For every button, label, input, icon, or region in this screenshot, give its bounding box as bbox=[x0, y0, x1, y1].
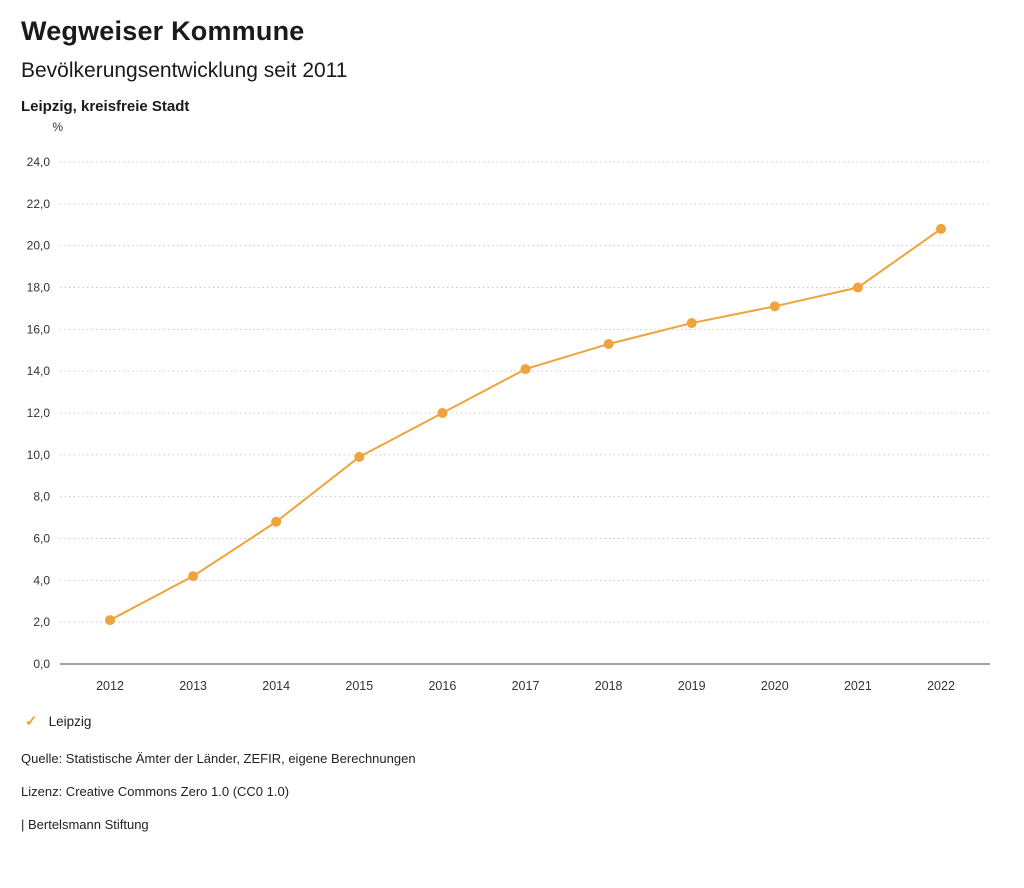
chart-title: Bevölkerungsentwicklung seit 2011 bbox=[21, 59, 348, 82]
y-axis-unit-label: % bbox=[52, 120, 63, 134]
y-axis-tick-labels: 0,0 2,0 4,0 6,0 8,0 10,0 12,0 14,0 16,0 18,0 20,0 2… bbox=[27, 155, 51, 671]
data-point-marker[interactable] bbox=[354, 451, 365, 462]
y-tick-label: 12,0 bbox=[27, 406, 51, 420]
x-tick-label: 2013 bbox=[179, 679, 207, 693]
data-point-marker[interactable] bbox=[188, 571, 199, 582]
x-tick-label: 2022 bbox=[927, 679, 955, 693]
x-tick-label: 2012 bbox=[96, 679, 124, 693]
y-tick-label: 6,0 bbox=[33, 532, 50, 546]
y-tick-label: 14,0 bbox=[27, 364, 51, 378]
data-point-marker[interactable] bbox=[437, 408, 448, 418]
data-point-marker[interactable] bbox=[686, 318, 697, 329]
data-point-marker[interactable] bbox=[520, 364, 531, 375]
y-tick-label: 0,0 bbox=[33, 657, 50, 671]
data-point-marker[interactable] bbox=[271, 516, 282, 527]
y-tick-label: 10,0 bbox=[27, 448, 51, 462]
line-chart: % 0,0 2,0 4,0 6,0 8,0 10,0 12,0 14,0 16,0 18,0 20,0… bbox=[0, 117, 1024, 702]
y-tick-label: 22,0 bbox=[27, 197, 51, 211]
y-tick-label: 20,0 bbox=[27, 239, 51, 253]
x-tick-label: 2014 bbox=[262, 679, 290, 693]
x-tick-label: 2017 bbox=[512, 679, 540, 693]
gridlines bbox=[60, 161, 990, 665]
series-markers bbox=[105, 223, 946, 626]
x-axis-tick-labels: 2012 2013 2014 2015 2016 2017 2018 2019 2020 2021… bbox=[96, 679, 955, 693]
data-point-marker[interactable] bbox=[936, 223, 946, 234]
source-text: Quelle: Statistische Ämter der Länder, Z… bbox=[21, 751, 416, 766]
page-title: Wegweiser Kommune bbox=[21, 16, 305, 46]
y-tick-label: 18,0 bbox=[27, 281, 51, 295]
region-label: Leipzig, kreisfreie Stadt bbox=[21, 98, 190, 115]
attribution-text: | Bertelsmann Stiftung bbox=[21, 817, 149, 832]
license-text: Lizenz: Creative Commons Zero 1.0 (CC0 1… bbox=[21, 784, 290, 799]
x-tick-label: 2020 bbox=[761, 679, 789, 693]
y-tick-label: 8,0 bbox=[33, 490, 50, 504]
y-tick-label: 4,0 bbox=[33, 573, 50, 587]
x-tick-label: 2016 bbox=[428, 679, 456, 693]
data-point-marker[interactable] bbox=[852, 282, 863, 293]
legend-item-leipzig[interactable]: ✓ Leipzig bbox=[0, 714, 1024, 729]
line-chart-svg: % 0,0 2,0 4,0 6,0 8,0 10,0 12,0 14,0 16,0 18,0 20,0… bbox=[27, 120, 990, 693]
x-tick-label: 2019 bbox=[678, 679, 706, 693]
legend-label: Leipzig bbox=[48, 714, 92, 729]
y-tick-label: 24,0 bbox=[27, 155, 51, 169]
x-tick-label: 2015 bbox=[345, 679, 373, 693]
data-point-marker[interactable] bbox=[603, 338, 614, 349]
x-tick-label: 2018 bbox=[595, 679, 623, 693]
data-point-marker[interactable] bbox=[105, 615, 115, 626]
x-tick-label: 2021 bbox=[844, 679, 872, 693]
data-point-marker[interactable] bbox=[769, 301, 780, 312]
legend-check-icon: ✓ bbox=[25, 713, 38, 730]
y-tick-label: 16,0 bbox=[27, 322, 51, 336]
chart-footer: Quelle: Statistische Ämter der Länder, Z… bbox=[0, 729, 1024, 832]
chart-header: Wegweiser Kommune Bevölkerungsentwicklun… bbox=[0, 0, 1024, 115]
y-tick-label: 2,0 bbox=[33, 615, 50, 629]
